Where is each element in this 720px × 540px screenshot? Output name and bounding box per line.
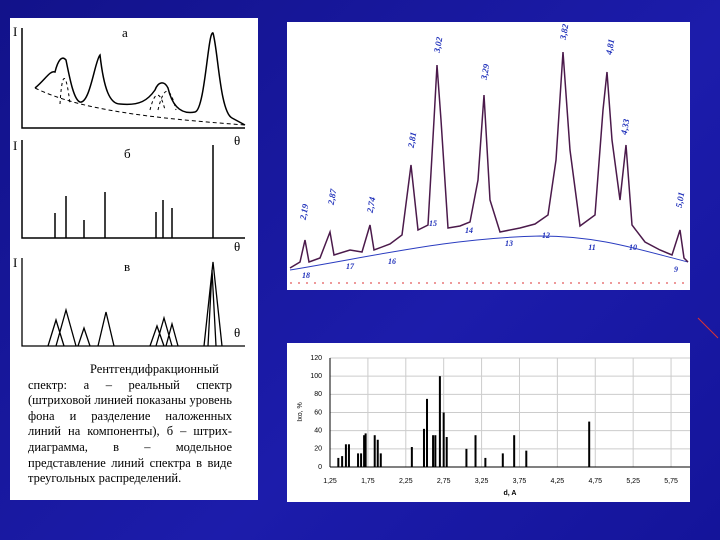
decor-line: [697, 317, 719, 339]
bar: [379, 453, 382, 467]
x-tick-label: 2,25: [399, 478, 413, 485]
peak-marker: 15: [429, 219, 437, 228]
peak-marker: 11: [588, 243, 596, 252]
bar: [432, 435, 435, 467]
x-tick-label: 3,75: [513, 478, 527, 485]
bar: [364, 433, 367, 467]
x-axis-label: d, A: [504, 490, 517, 497]
y-tick-label: 60: [314, 409, 322, 416]
bar-panel: [287, 343, 690, 502]
bar: [513, 435, 516, 467]
peak-label: 2,19: [298, 203, 311, 222]
peak-marker: 12: [542, 231, 550, 240]
plot-label: а: [122, 25, 128, 40]
y-tick-label: 40: [314, 428, 322, 435]
peak-label: 2,81: [406, 131, 419, 149]
peak-label: 2,74: [365, 196, 378, 215]
x-tick-label: 4,75: [588, 478, 602, 485]
bar: [410, 447, 413, 467]
x-tick-label: 5,75: [664, 478, 678, 485]
xrd-curve: [289, 51, 689, 269]
bar: [438, 376, 441, 467]
bar: [588, 421, 591, 467]
y-tick-label: 20: [314, 446, 322, 453]
bar: [337, 457, 340, 467]
bar: [484, 457, 487, 467]
bar: [341, 456, 344, 467]
bar: [363, 435, 366, 467]
bar: [465, 448, 468, 467]
x-tick-label: 4,25: [551, 478, 565, 485]
peak-marker: 14: [465, 226, 473, 235]
peak-marker: 18: [302, 271, 310, 280]
plot-label: в: [124, 259, 130, 274]
axis-label: I: [13, 24, 17, 39]
axis-label: θ: [234, 133, 240, 148]
x-tick-label: 3,25: [475, 478, 489, 485]
peak-label: 3,29: [479, 63, 492, 82]
bar: [344, 444, 347, 467]
bar: [360, 453, 363, 467]
y-tick-label: 100: [310, 373, 322, 380]
axis-label: I: [13, 138, 17, 153]
peak-label: 2,87: [326, 188, 339, 207]
left-panel: [10, 18, 258, 500]
plot-label: б: [124, 146, 131, 161]
background-curve: [289, 235, 689, 271]
y-tick-label: 80: [314, 391, 322, 398]
plot-a: [21, 28, 246, 129]
peak-label: 4,81: [604, 38, 617, 56]
peak-marker: 10: [629, 243, 637, 252]
peak-marker: 16: [388, 257, 396, 266]
x-tick-label: 1,25: [323, 478, 337, 485]
peak-label: 4,33: [619, 118, 632, 137]
x-tick-label: 1,75: [361, 478, 375, 485]
bar: [442, 412, 445, 467]
bar: [525, 450, 528, 467]
axis-label: I: [13, 255, 17, 270]
y-axis-label: Ixo, %: [297, 402, 304, 421]
bar: [376, 439, 379, 467]
y-tick-label: 0: [318, 464, 322, 471]
peak-label: 3,02: [432, 36, 445, 55]
xrd-labels: 2,19 2,87 2,74 2,81 3,02 3,29 3,82 4,81 4,33 5,01…: [298, 23, 687, 280]
axis-label: θ: [234, 239, 240, 254]
bar: [434, 435, 437, 467]
bar: [347, 444, 350, 467]
bar: [445, 437, 448, 467]
bar: [474, 435, 477, 467]
bar: [373, 435, 376, 467]
peak-marker: 13: [505, 239, 513, 248]
x-tick-label: 5,25: [626, 478, 640, 485]
peak-label: 5,01: [674, 191, 687, 208]
bar: [501, 453, 504, 467]
axis-label: θ: [234, 325, 240, 340]
peak-label: 3,82: [558, 23, 571, 42]
bar-chart: 0 20 40 60 80 100 120 1,25 1,75 2,25 2,75 3,25 3,75 4…: [297, 355, 690, 497]
plot-b: [21, 140, 245, 239]
caption: Рентгендифракционный спектр: а – реальны…: [28, 362, 232, 486]
plot-c: [21, 258, 245, 347]
y-tick-label: 120: [310, 355, 322, 362]
bar: [422, 428, 425, 467]
x-tick-label: 2,75: [437, 478, 451, 485]
peak-marker: 9: [674, 265, 678, 274]
peak-marker: 17: [346, 262, 355, 271]
bar: [426, 398, 429, 467]
bar: [357, 453, 360, 467]
